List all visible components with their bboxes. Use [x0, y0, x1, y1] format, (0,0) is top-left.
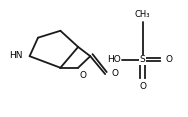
Text: O: O: [139, 82, 146, 91]
Text: HO: HO: [107, 55, 121, 64]
Text: S: S: [140, 55, 145, 64]
Text: O: O: [165, 55, 172, 64]
Text: O: O: [79, 71, 86, 80]
Text: O: O: [111, 69, 118, 78]
Text: CH₃: CH₃: [135, 10, 150, 19]
Text: HN: HN: [10, 51, 23, 60]
